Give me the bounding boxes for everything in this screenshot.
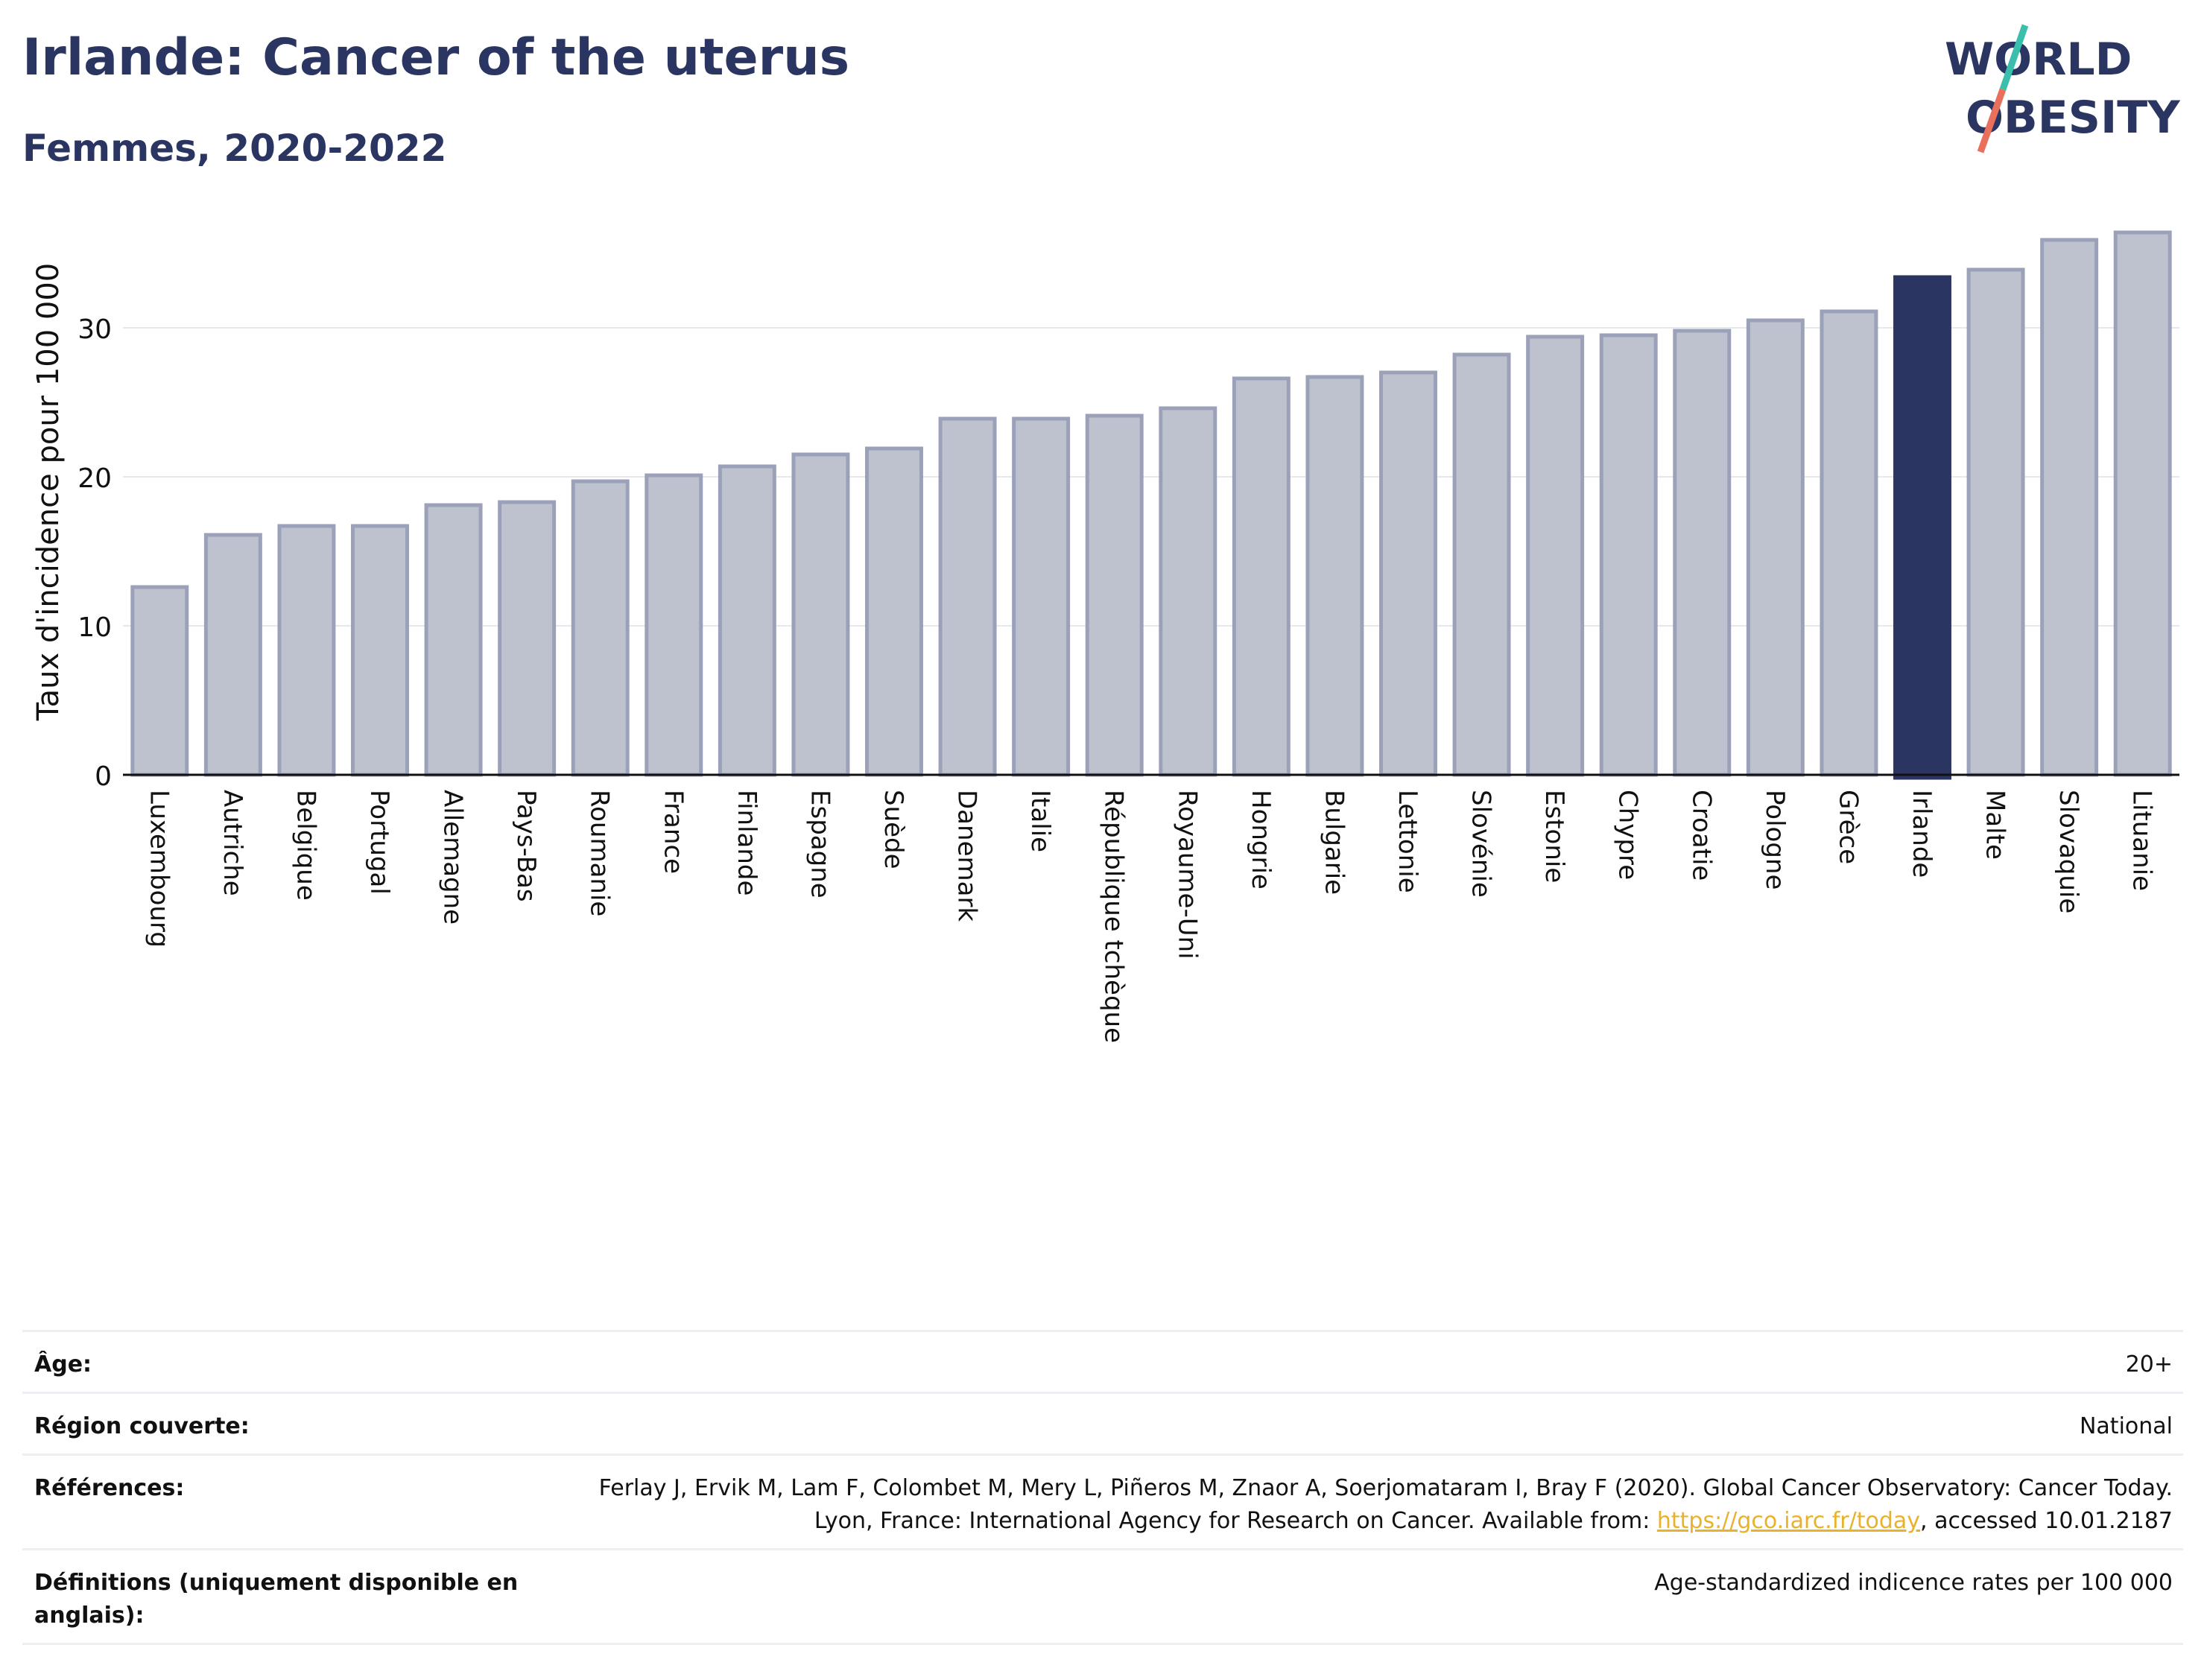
x-tick-label: Luxembourg (144, 790, 174, 948)
x-tick-label: Slovénie (1466, 790, 1496, 898)
bar-france (645, 473, 703, 777)
info-row-region: Région couverte: National (22, 1392, 2183, 1454)
bar-finlande (718, 464, 776, 777)
x-tick-label: Lituanie (2127, 790, 2157, 891)
bar-espagne (791, 452, 850, 777)
bar-danemark (938, 416, 997, 777)
x-tick-label: France (658, 790, 688, 874)
x-tick-label: Espagne (805, 790, 835, 898)
bar-autriche (203, 533, 262, 777)
bar-luxembourg (130, 585, 189, 777)
x-tick-labels: Luxembourg Autriche Belgique Portugal Allema… (144, 790, 2156, 1043)
bar-roumanie (571, 479, 630, 777)
bar-hongrie (1232, 376, 1291, 777)
x-tick-label: Finlande (732, 790, 761, 896)
x-tick-label: Danemark (952, 790, 982, 922)
x-tick-label: Croatie (1686, 790, 1716, 881)
bar-chypre (1599, 333, 1658, 777)
bar-lituanie (2113, 230, 2172, 777)
bar-su-de (865, 446, 923, 777)
world-obesity-logo: WORLD OBESITY (1945, 24, 2181, 153)
bar-slov-nie (1452, 352, 1511, 777)
bar-gr-ce (1820, 309, 1878, 777)
info-label-definitions: Définitions (uniquement disponible en an… (34, 1570, 519, 1629)
bar-r-publique-tch-que (1085, 413, 1144, 777)
chart-subtitle: Femmes, 2020-2022 (22, 127, 447, 170)
info-row-definitions: Définitions (uniquement disponible en an… (22, 1548, 2183, 1645)
logo-slash-top (1999, 24, 2029, 91)
bar-belgique (277, 524, 336, 777)
references-tail: , accessed 10.01.2187 (1920, 1508, 2173, 1534)
info-value-references: Ferlay J, Ervik M, Lam F, Colombet M, Me… (571, 1472, 2173, 1538)
x-tick-label: Irlande (1907, 790, 1937, 878)
references-link[interactable]: https://gco.iarc.fr/today (1656, 1508, 1921, 1534)
x-tick-label: Slovaquie (2053, 790, 2083, 913)
info-label-references: Références: (34, 1475, 185, 1501)
y-tick-labels: 0 10 20 30 (77, 314, 112, 792)
x-tick-label: Lettonie (1393, 790, 1422, 893)
chart-title: Irlande: Cancer of the uterus (22, 28, 850, 87)
bar-italie (1012, 416, 1071, 777)
logo-slash-bottom (1977, 88, 2007, 153)
x-tick-label: Bulgarie (1319, 790, 1349, 895)
y-tick-label: 10 (77, 612, 112, 643)
x-tick-label: Portugal (364, 790, 394, 895)
x-tick-label: Pays-Bas (511, 790, 541, 902)
bar-pologne (1746, 318, 1805, 777)
bar-pays-bas (498, 500, 557, 777)
bar-slovaquie (2040, 238, 2099, 777)
info-row-age: Âge: 20+ (22, 1330, 2183, 1392)
info-value-age: 20+ (2125, 1351, 2173, 1378)
x-tick-label: Allemagne (438, 790, 468, 925)
x-tick-label: Estonie (1539, 790, 1569, 883)
logo-text-world: WORLD (1945, 34, 2132, 86)
x-tick-label: Roumanie (585, 790, 615, 916)
references-text: Ferlay J, Ervik M, Lam F, Colombet M, Me… (598, 1475, 2173, 1534)
y-tick-label: 20 (77, 463, 112, 494)
x-tick-label: Grèce (1833, 790, 1863, 864)
bar-irlande (1893, 275, 1951, 780)
x-tick-label: Chypre (1613, 790, 1643, 880)
info-label-age: Âge: (34, 1351, 92, 1378)
x-tick-label: Suède (878, 790, 908, 869)
info-label-region: Région couverte: (34, 1413, 250, 1439)
bar-allemagne (424, 503, 483, 777)
bar-malte (1966, 267, 2025, 777)
y-tick-label: 30 (77, 314, 112, 345)
info-table: Âge: 20+ Région couverte: National Référ… (22, 1330, 2183, 1645)
bar-royaume-uni (1159, 406, 1217, 777)
bar-bulgarie (1305, 375, 1364, 777)
y-axis-label: Taux d'incidence pour 100 000 (31, 263, 66, 721)
bar-estonie (1526, 335, 1585, 777)
info-value-definitions: Age-standardized indicence rates per 100… (1654, 1570, 2173, 1596)
bar-chart: 0 10 20 30 Luxembourg Autriche Belgique Portug… (31, 230, 2179, 1043)
bar-lettonie (1379, 370, 1437, 777)
info-value-region: National (2079, 1413, 2173, 1439)
bar-croatie (1673, 329, 1732, 777)
x-tick-label: Malte (1980, 790, 2010, 860)
x-tick-label: Belgique (291, 790, 320, 901)
bar-portugal (351, 524, 409, 777)
x-tick-label: Italie (1025, 790, 1055, 852)
x-tick-label: République tchèque (1099, 790, 1129, 1043)
x-tick-label: Pologne (1760, 790, 1790, 890)
x-tick-label: Autriche (218, 790, 247, 896)
x-tick-label: Royaume-Uni (1172, 790, 1202, 960)
bars (123, 230, 2179, 780)
x-tick-label: Hongrie (1246, 790, 1276, 890)
y-tick-label: 0 (95, 761, 112, 792)
info-row-references: Références: Ferlay J, Ervik M, Lam F, Co… (22, 1454, 2183, 1548)
